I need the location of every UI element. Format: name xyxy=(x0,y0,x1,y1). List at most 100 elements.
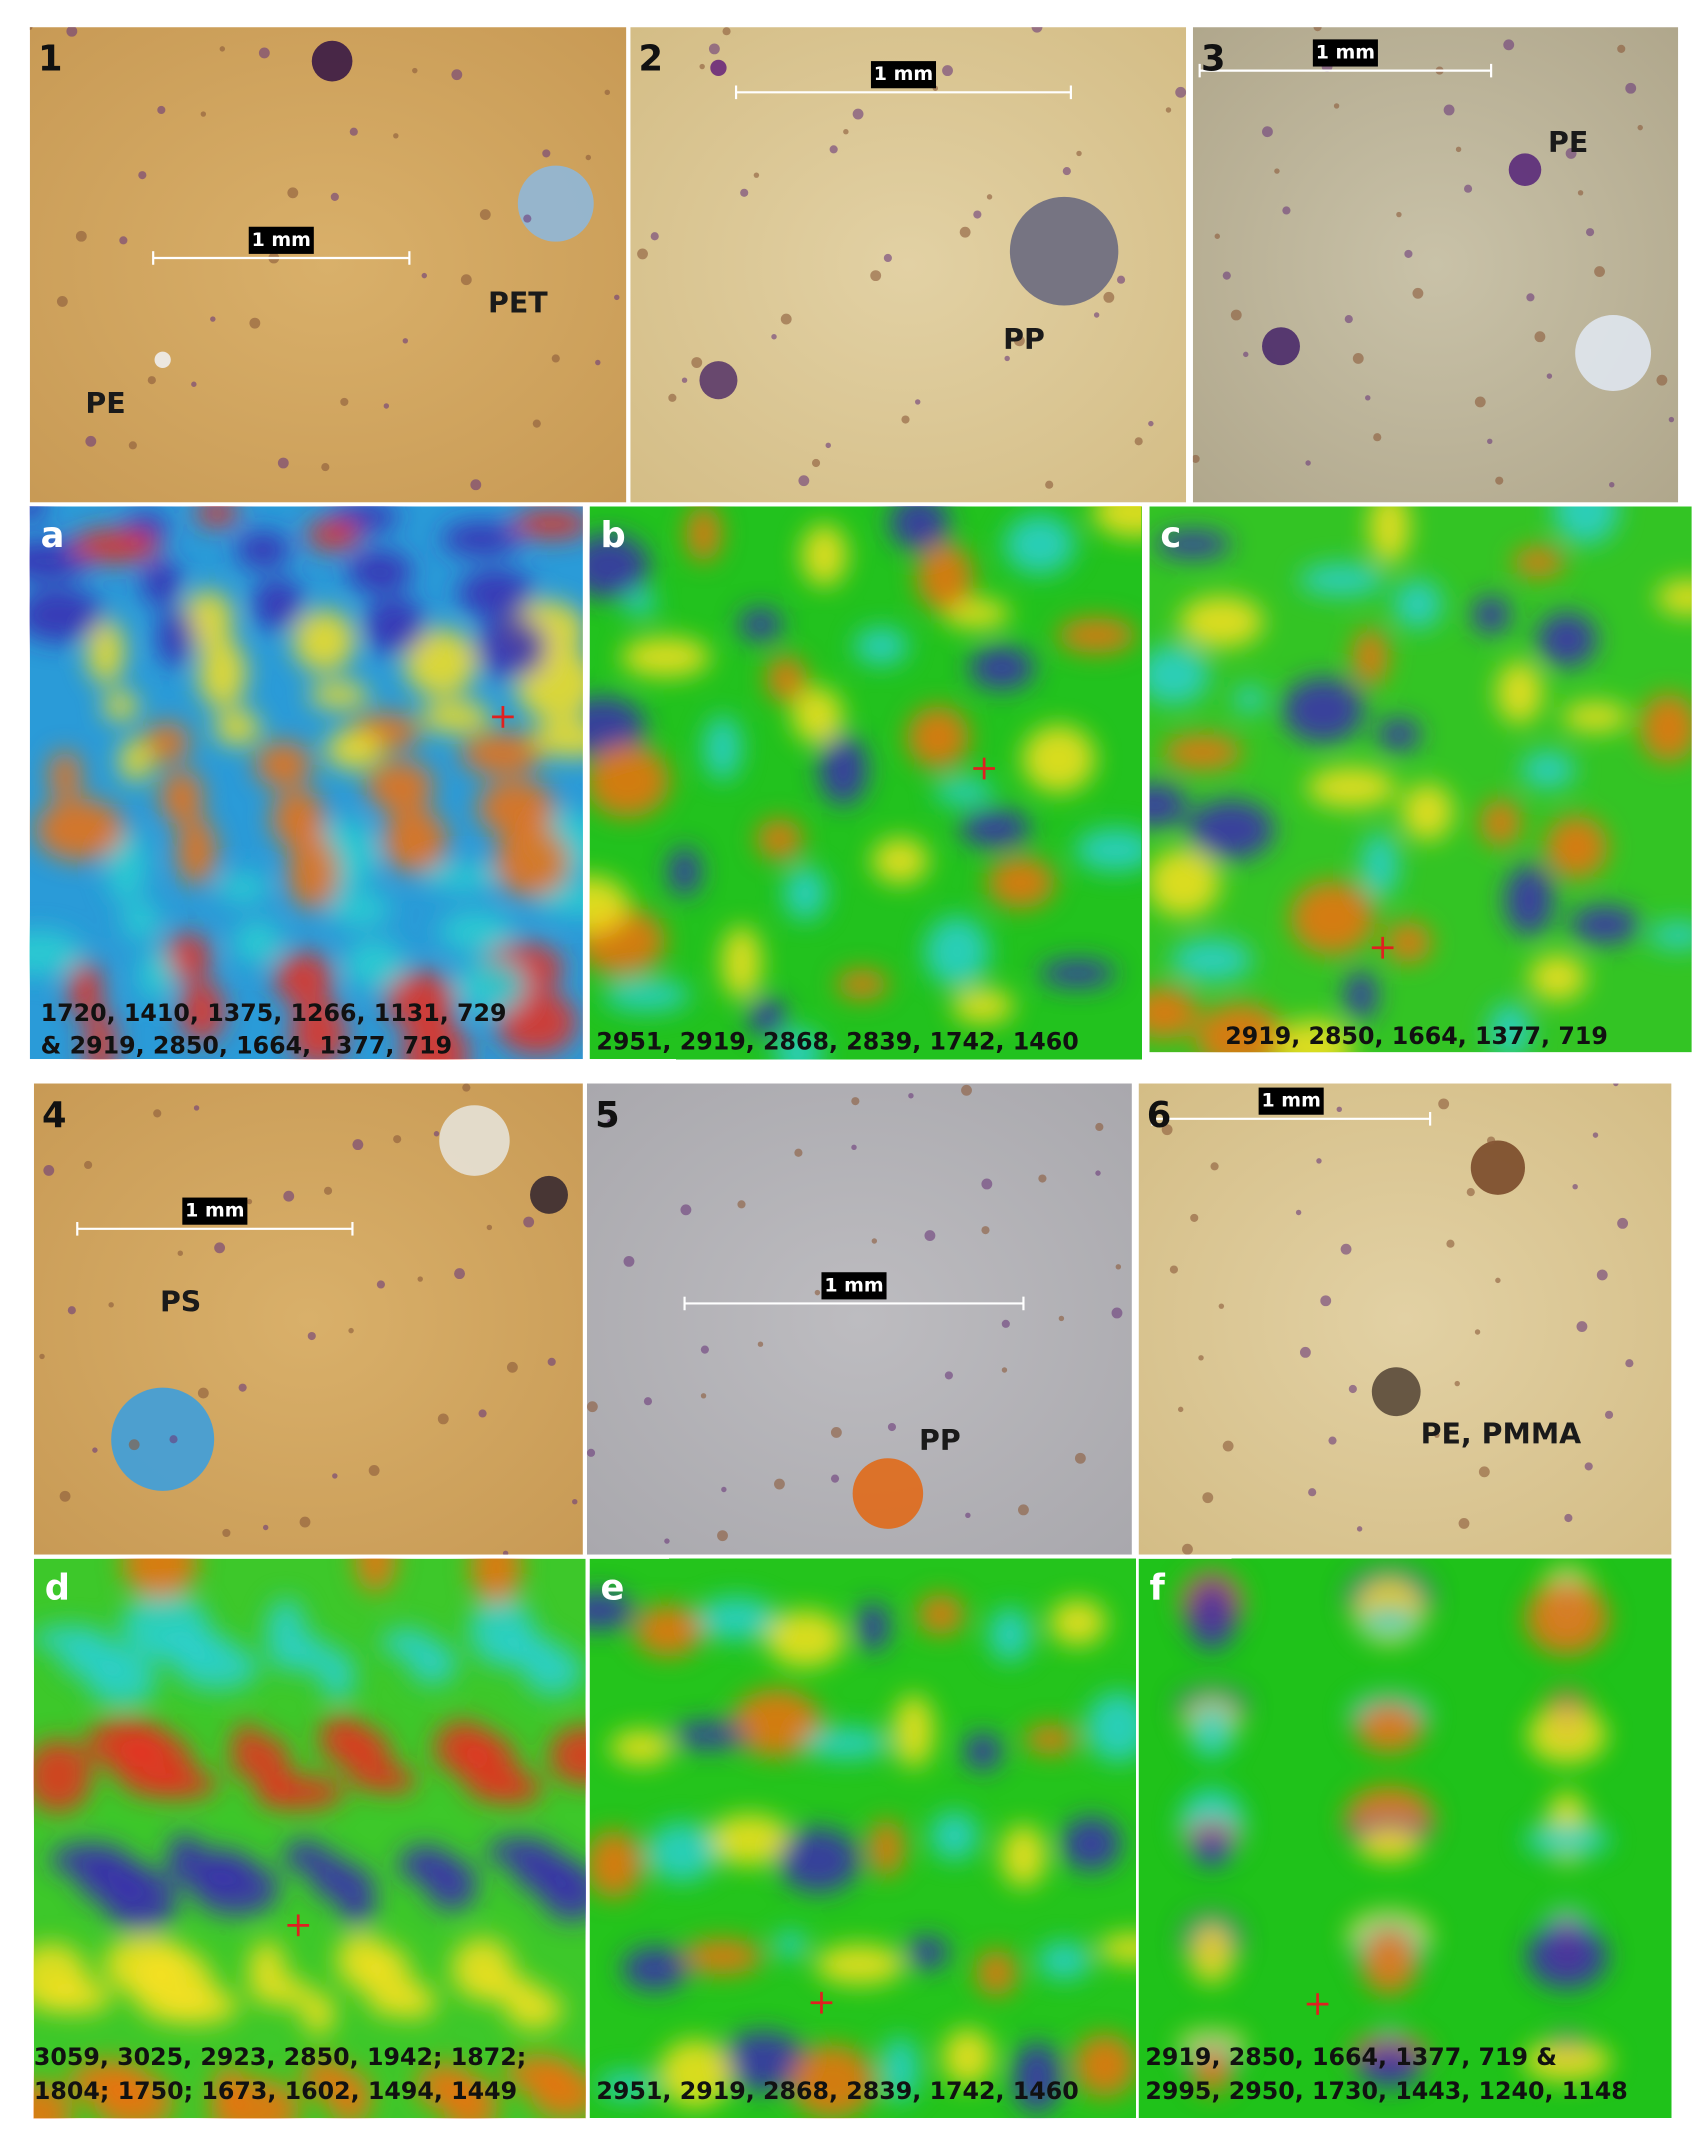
speckle xyxy=(753,172,760,178)
map-blob xyxy=(488,1771,543,1805)
particle xyxy=(1371,1367,1421,1417)
speckle xyxy=(376,1280,385,1289)
speckle xyxy=(1018,1504,1029,1516)
peak-list: & 2919, 2850, 1664, 1377, 719 xyxy=(41,1032,453,1060)
map-blob xyxy=(889,506,949,550)
speckle xyxy=(1348,1384,1357,1394)
speckle xyxy=(321,463,330,472)
scale-label: 1 mm xyxy=(1261,1090,1320,1112)
map-blob xyxy=(29,506,47,521)
speckle xyxy=(85,435,97,447)
map-blob xyxy=(881,2036,920,2102)
speckle xyxy=(1305,460,1311,466)
map-blob xyxy=(531,719,583,758)
speckle xyxy=(1396,211,1402,218)
speckle xyxy=(1001,1319,1010,1328)
speckle xyxy=(1625,1359,1634,1368)
speckle xyxy=(1111,1307,1123,1319)
map-blob xyxy=(422,863,499,891)
map-blob xyxy=(1569,905,1641,944)
speckle xyxy=(277,457,289,469)
particle xyxy=(1470,1140,1525,1195)
speckle xyxy=(1637,124,1643,131)
speckle xyxy=(523,1216,535,1228)
map-blob xyxy=(1480,799,1521,846)
speckle xyxy=(721,1486,727,1493)
map-blob xyxy=(732,1689,822,1757)
speckle xyxy=(1478,1466,1490,1478)
speckle xyxy=(523,214,532,223)
map-blob xyxy=(916,543,974,612)
map-blob xyxy=(1039,959,1116,988)
speckle xyxy=(200,111,207,117)
speckle xyxy=(1572,1183,1578,1190)
map-blob xyxy=(1188,1921,1235,1984)
polymer-label: PP xyxy=(1003,323,1045,356)
map-blob xyxy=(33,1739,93,1813)
map-blob xyxy=(287,836,339,910)
speckle xyxy=(330,192,339,201)
speckle xyxy=(722,27,731,36)
map-texture xyxy=(1149,506,1692,1053)
speckle xyxy=(1116,275,1126,284)
map-blob xyxy=(384,970,456,1031)
speckle xyxy=(1095,1122,1104,1132)
speckle xyxy=(959,226,971,238)
map-blob xyxy=(390,1983,437,2020)
speckle xyxy=(942,65,953,77)
speckle xyxy=(108,1302,114,1308)
particle xyxy=(311,40,353,82)
speckle xyxy=(871,1238,878,1244)
speckle xyxy=(1474,396,1486,408)
map-blob xyxy=(738,608,783,641)
map-blob xyxy=(721,926,762,1000)
map-blob xyxy=(790,2044,875,2119)
speckle xyxy=(157,105,166,115)
map-letter: c xyxy=(1160,515,1181,556)
map-blob xyxy=(302,1991,335,2036)
speckle xyxy=(478,1409,487,1418)
map-blob xyxy=(963,1732,1002,1771)
map-blob xyxy=(1074,828,1142,872)
peak-list: 3059, 3025, 2923, 2850, 1942; 1872; xyxy=(34,2043,526,2071)
map-blob xyxy=(634,1604,703,1657)
map-blob xyxy=(425,1858,478,1911)
photo-panel: 1 mm 5 PP xyxy=(586,1083,1132,1555)
map-blob xyxy=(924,916,990,988)
map-blob xyxy=(157,1986,239,2025)
speckle xyxy=(1576,1321,1588,1332)
speckle xyxy=(547,1357,556,1366)
map-blob xyxy=(622,1947,688,1991)
speckle xyxy=(1074,1452,1086,1464)
speckle xyxy=(1340,1243,1352,1255)
map-blob xyxy=(143,722,190,764)
map-blob xyxy=(1049,1599,1107,1646)
map-blob xyxy=(103,691,139,721)
map-blob xyxy=(1656,579,1692,616)
peak-list: 2951, 2919, 2868, 2839, 1742, 1460 xyxy=(596,1028,1078,1056)
speckle xyxy=(39,1353,45,1360)
map-blob xyxy=(347,549,413,594)
speckle xyxy=(604,89,610,96)
map-blob xyxy=(254,1774,345,1810)
panel-number: 5 xyxy=(595,1095,620,1136)
map-blob xyxy=(1488,1003,1532,1053)
map-blob xyxy=(1092,506,1142,538)
speckle xyxy=(1404,249,1413,258)
speckle xyxy=(177,1250,183,1256)
map-blob xyxy=(1098,1933,1136,1964)
speckle xyxy=(1487,1136,1496,1145)
speckle xyxy=(1095,1170,1101,1176)
photo-background xyxy=(1192,27,1679,503)
map-blob xyxy=(306,518,361,552)
map-blob xyxy=(668,847,701,897)
map-blob xyxy=(470,1558,522,1604)
map-blob xyxy=(1282,677,1364,743)
map-blob xyxy=(1496,661,1543,724)
speckle xyxy=(1534,331,1546,343)
particle xyxy=(699,361,738,400)
speckle xyxy=(1577,190,1584,196)
map-blob xyxy=(1192,1828,1231,1867)
map-blob xyxy=(328,2070,372,2119)
